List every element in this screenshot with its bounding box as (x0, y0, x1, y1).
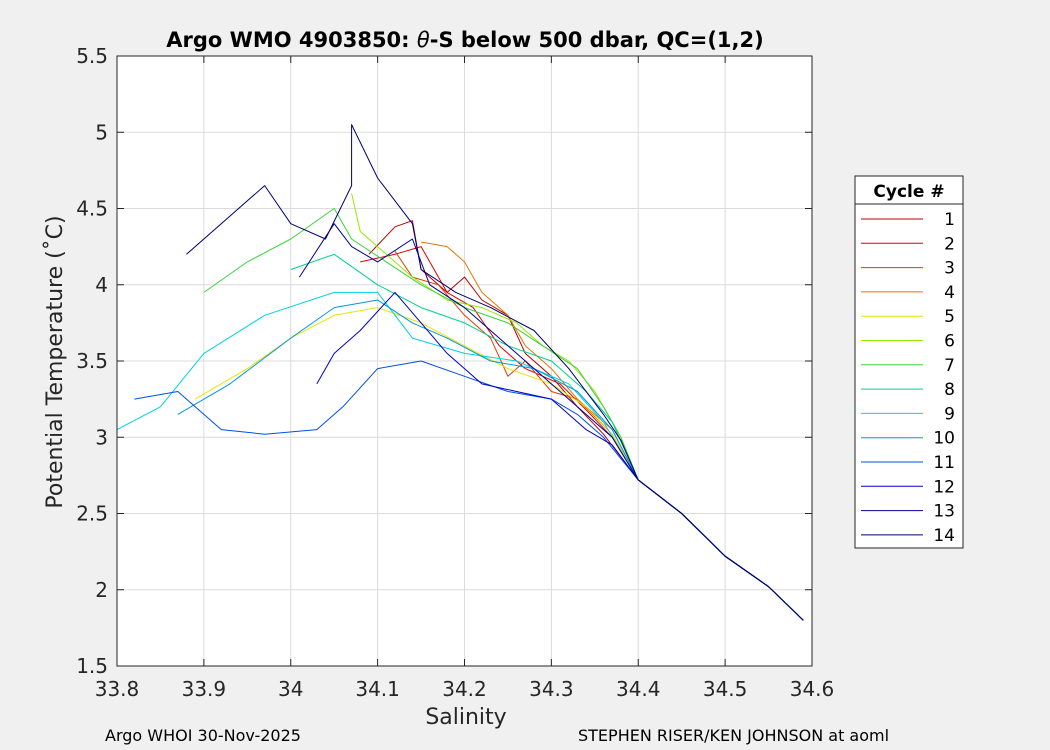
y-tick-label: 4.5 (76, 197, 108, 221)
y-tick-label: 5 (95, 120, 108, 144)
legend-label-cycle-7: 7 (944, 356, 955, 376)
legend-label-cycle-11: 11 (933, 453, 955, 473)
y-axis-label: Potential Temperature (˚C) (43, 215, 68, 508)
series-line-cycle-14 (186, 124, 804, 621)
legend-label-cycle-12: 12 (933, 477, 955, 497)
x-tick-label: 34 (278, 677, 303, 701)
ticks: 33.8 33.9 34 34.1 34.2 34.3 34.4 34.5 34.61.522.… (76, 44, 834, 701)
legend-label-cycle-5: 5 (944, 307, 955, 327)
x-tick-label: 34.4 (616, 677, 661, 701)
x-axis-label: Salinity (425, 705, 506, 730)
legend-label-cycle-4: 4 (944, 283, 955, 303)
legend-title: Cycle # (873, 182, 944, 202)
legend-label-cycle-13: 13 (933, 502, 955, 522)
x-tick-label: 34.2 (442, 677, 487, 701)
y-tick-label: 1.5 (76, 654, 108, 678)
y-tick-label: 2 (95, 578, 108, 602)
y-tick-label: 3 (95, 425, 108, 449)
y-tick-label: 4 (95, 273, 108, 297)
x-tick-label: 33.9 (182, 677, 227, 701)
legend-label-cycle-6: 6 (944, 332, 955, 352)
footer-right: STEPHEN RISER/KEN JOHNSON at aoml (578, 726, 889, 745)
legend-label-cycle-8: 8 (944, 380, 955, 400)
x-tick-label: 34.3 (529, 677, 574, 701)
chart-title: Argo WMO 4903850: θ-S below 500 dbar, QC… (166, 28, 763, 52)
x-tick-label: 34.5 (703, 677, 748, 701)
series-layer (116, 124, 804, 621)
x-tick-label: 33.8 (95, 677, 140, 701)
legend-label-cycle-1: 1 (944, 210, 955, 230)
legend-label-cycle-9: 9 (944, 404, 955, 424)
y-tick-label: 2.5 (76, 502, 108, 526)
x-tick-label: 34.6 (790, 677, 835, 701)
y-tick-label: 3.5 (76, 349, 108, 373)
legend-label-cycle-3: 3 (944, 259, 955, 279)
x-tick-label: 34.1 (355, 677, 400, 701)
legend-label-cycle-14: 14 (933, 526, 955, 546)
legend-label-cycle-2: 2 (944, 234, 955, 254)
y-tick-label: 5.5 (76, 44, 108, 68)
legend-label-cycle-10: 10 (933, 429, 955, 449)
footer-left: Argo WHOI 30-Nov-2025 (105, 726, 301, 745)
